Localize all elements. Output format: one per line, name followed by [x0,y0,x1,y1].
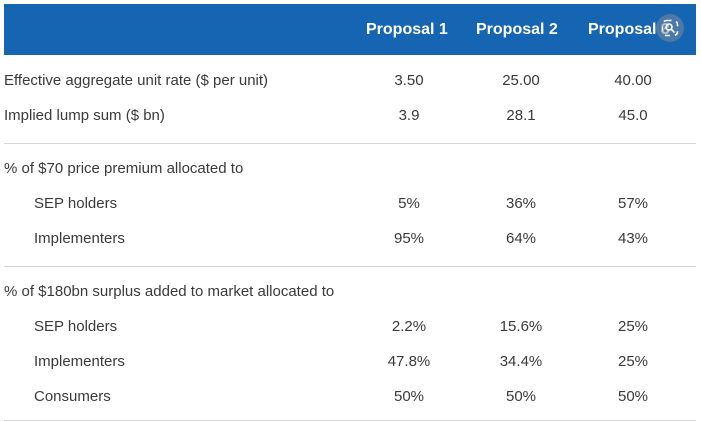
table-row: Consumers 50% 50% 50% [4,379,696,414]
divider [4,266,696,267]
row-label: Implementers [34,230,125,247]
value-proposal-1: 95% [393,230,425,247]
value-proposal-2: 15.6% [499,318,543,335]
value-proposal-2: 50% [505,388,537,405]
value-proposal-3: 50% [617,388,649,405]
header-proposal-2: Proposal 2 [476,21,558,38]
value-proposal-1: 50% [393,388,425,405]
header-proposal-3: Proposal 3 [588,21,670,38]
value-proposal-1: 5% [398,195,420,212]
header-proposal-1: Proposal 1 [366,21,448,38]
value-proposal-3: 25% [617,353,649,370]
value-proposal-1: 3.9 [398,107,420,124]
value-proposal-2: 25.00 [502,72,540,89]
row-label: Effective aggregate unit rate ($ per uni… [4,72,269,89]
value-proposal-1: 2.2% [391,318,427,335]
value-proposal-2: 64% [505,230,537,247]
value-proposal-3: 40.00 [614,72,652,89]
comparison-table: Proposal 1 Proposal 2 Proposal 3 Effecti… [4,4,696,421]
table-row: Effective aggregate unit rate ($ per uni… [4,63,696,98]
table-header: Proposal 1 Proposal 2 Proposal 3 [4,4,696,55]
lens-glyph [661,19,679,37]
section-title: % of $70 price premium allocated to [4,160,244,177]
section-title-row: % of $180bn surplus added to market allo… [4,274,696,309]
value-proposal-3: 25% [617,318,649,335]
value-proposal-1: 47.8% [387,353,431,370]
table-row: Implementers 47.8% 34.4% 25% [4,344,696,379]
value-proposal-1: 3.50 [394,72,424,89]
row-label: Consumers [34,388,111,405]
value-proposal-2: 28.1 [506,107,536,124]
section-title-row: % of $70 price premium allocated to [4,151,696,186]
lens-search-icon[interactable] [656,14,684,42]
value-proposal-3: 45.0 [618,107,648,124]
table-row: SEP holders 2.2% 15.6% 25% [4,309,696,344]
section-title: % of $180bn surplus added to market allo… [4,283,335,300]
table-row: SEP holders 5% 36% 57% [4,186,696,221]
value-proposal-2: 34.4% [499,353,543,370]
row-label: SEP holders [34,195,118,212]
row-label: Implementers [34,353,125,370]
row-label: Implied lump sum ($ bn) [4,107,165,124]
divider [4,143,696,144]
table-row: Implied lump sum ($ bn) 3.9 28.1 45.0 [4,98,696,133]
value-proposal-2: 36% [505,195,537,212]
table-row: Implementers 95% 64% 43% [4,221,696,256]
value-proposal-3: 57% [617,195,649,212]
row-label: SEP holders [34,318,118,335]
value-proposal-3: 43% [617,230,649,247]
